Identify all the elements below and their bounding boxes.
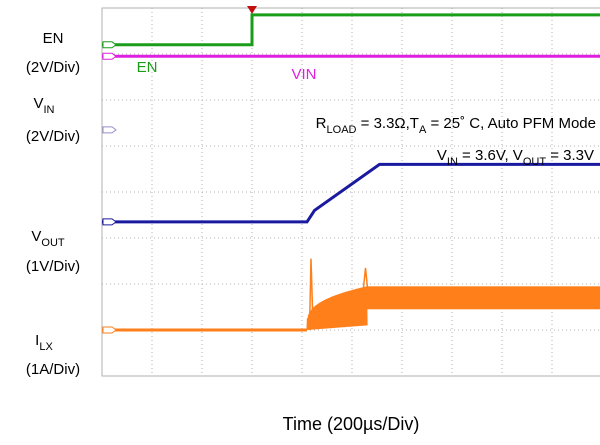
channel-label-en: EN [43,30,64,47]
trace-vout [102,162,600,224]
conditions-line1: RLOAD = 3.3Ω,TA = 25˚ C, Auto PFM Mode [316,115,596,136]
grid [101,7,600,377]
markers [102,6,257,334]
channel-scale-vout: (1V/Div) [26,258,80,275]
conditions-line2: VIN = 3.6V, VOUT = 3.3V [437,147,594,168]
trace-label-en: EN [137,59,158,76]
channel-marker-vin [102,52,117,60]
trigger-marker [247,6,257,14]
channel-scale-en: (2V/Div) [26,59,80,76]
channel-label-vin: VIN [33,95,54,116]
channel-scale-ilx: (1A/Div) [26,361,80,378]
trace-label-vin: VIN [291,66,316,83]
channel-scale-vin: (2V/Div) [26,128,80,145]
channel-marker-vout [102,218,117,226]
trace-ilx-spike [308,258,314,331]
trace-ilx-steady [367,286,600,310]
channel-label-vout: VOUT [31,228,65,249]
x-axis-label: Time (200µs/Div) [283,414,420,434]
channel-label-ilx: ILX [35,332,53,353]
trace-en [102,13,600,47]
traces [102,13,600,332]
channel-marker-ref [102,126,117,134]
channel-marker-en [102,41,117,49]
trace-ilx-switching [306,286,368,331]
channel-marker-ilx [102,326,117,334]
